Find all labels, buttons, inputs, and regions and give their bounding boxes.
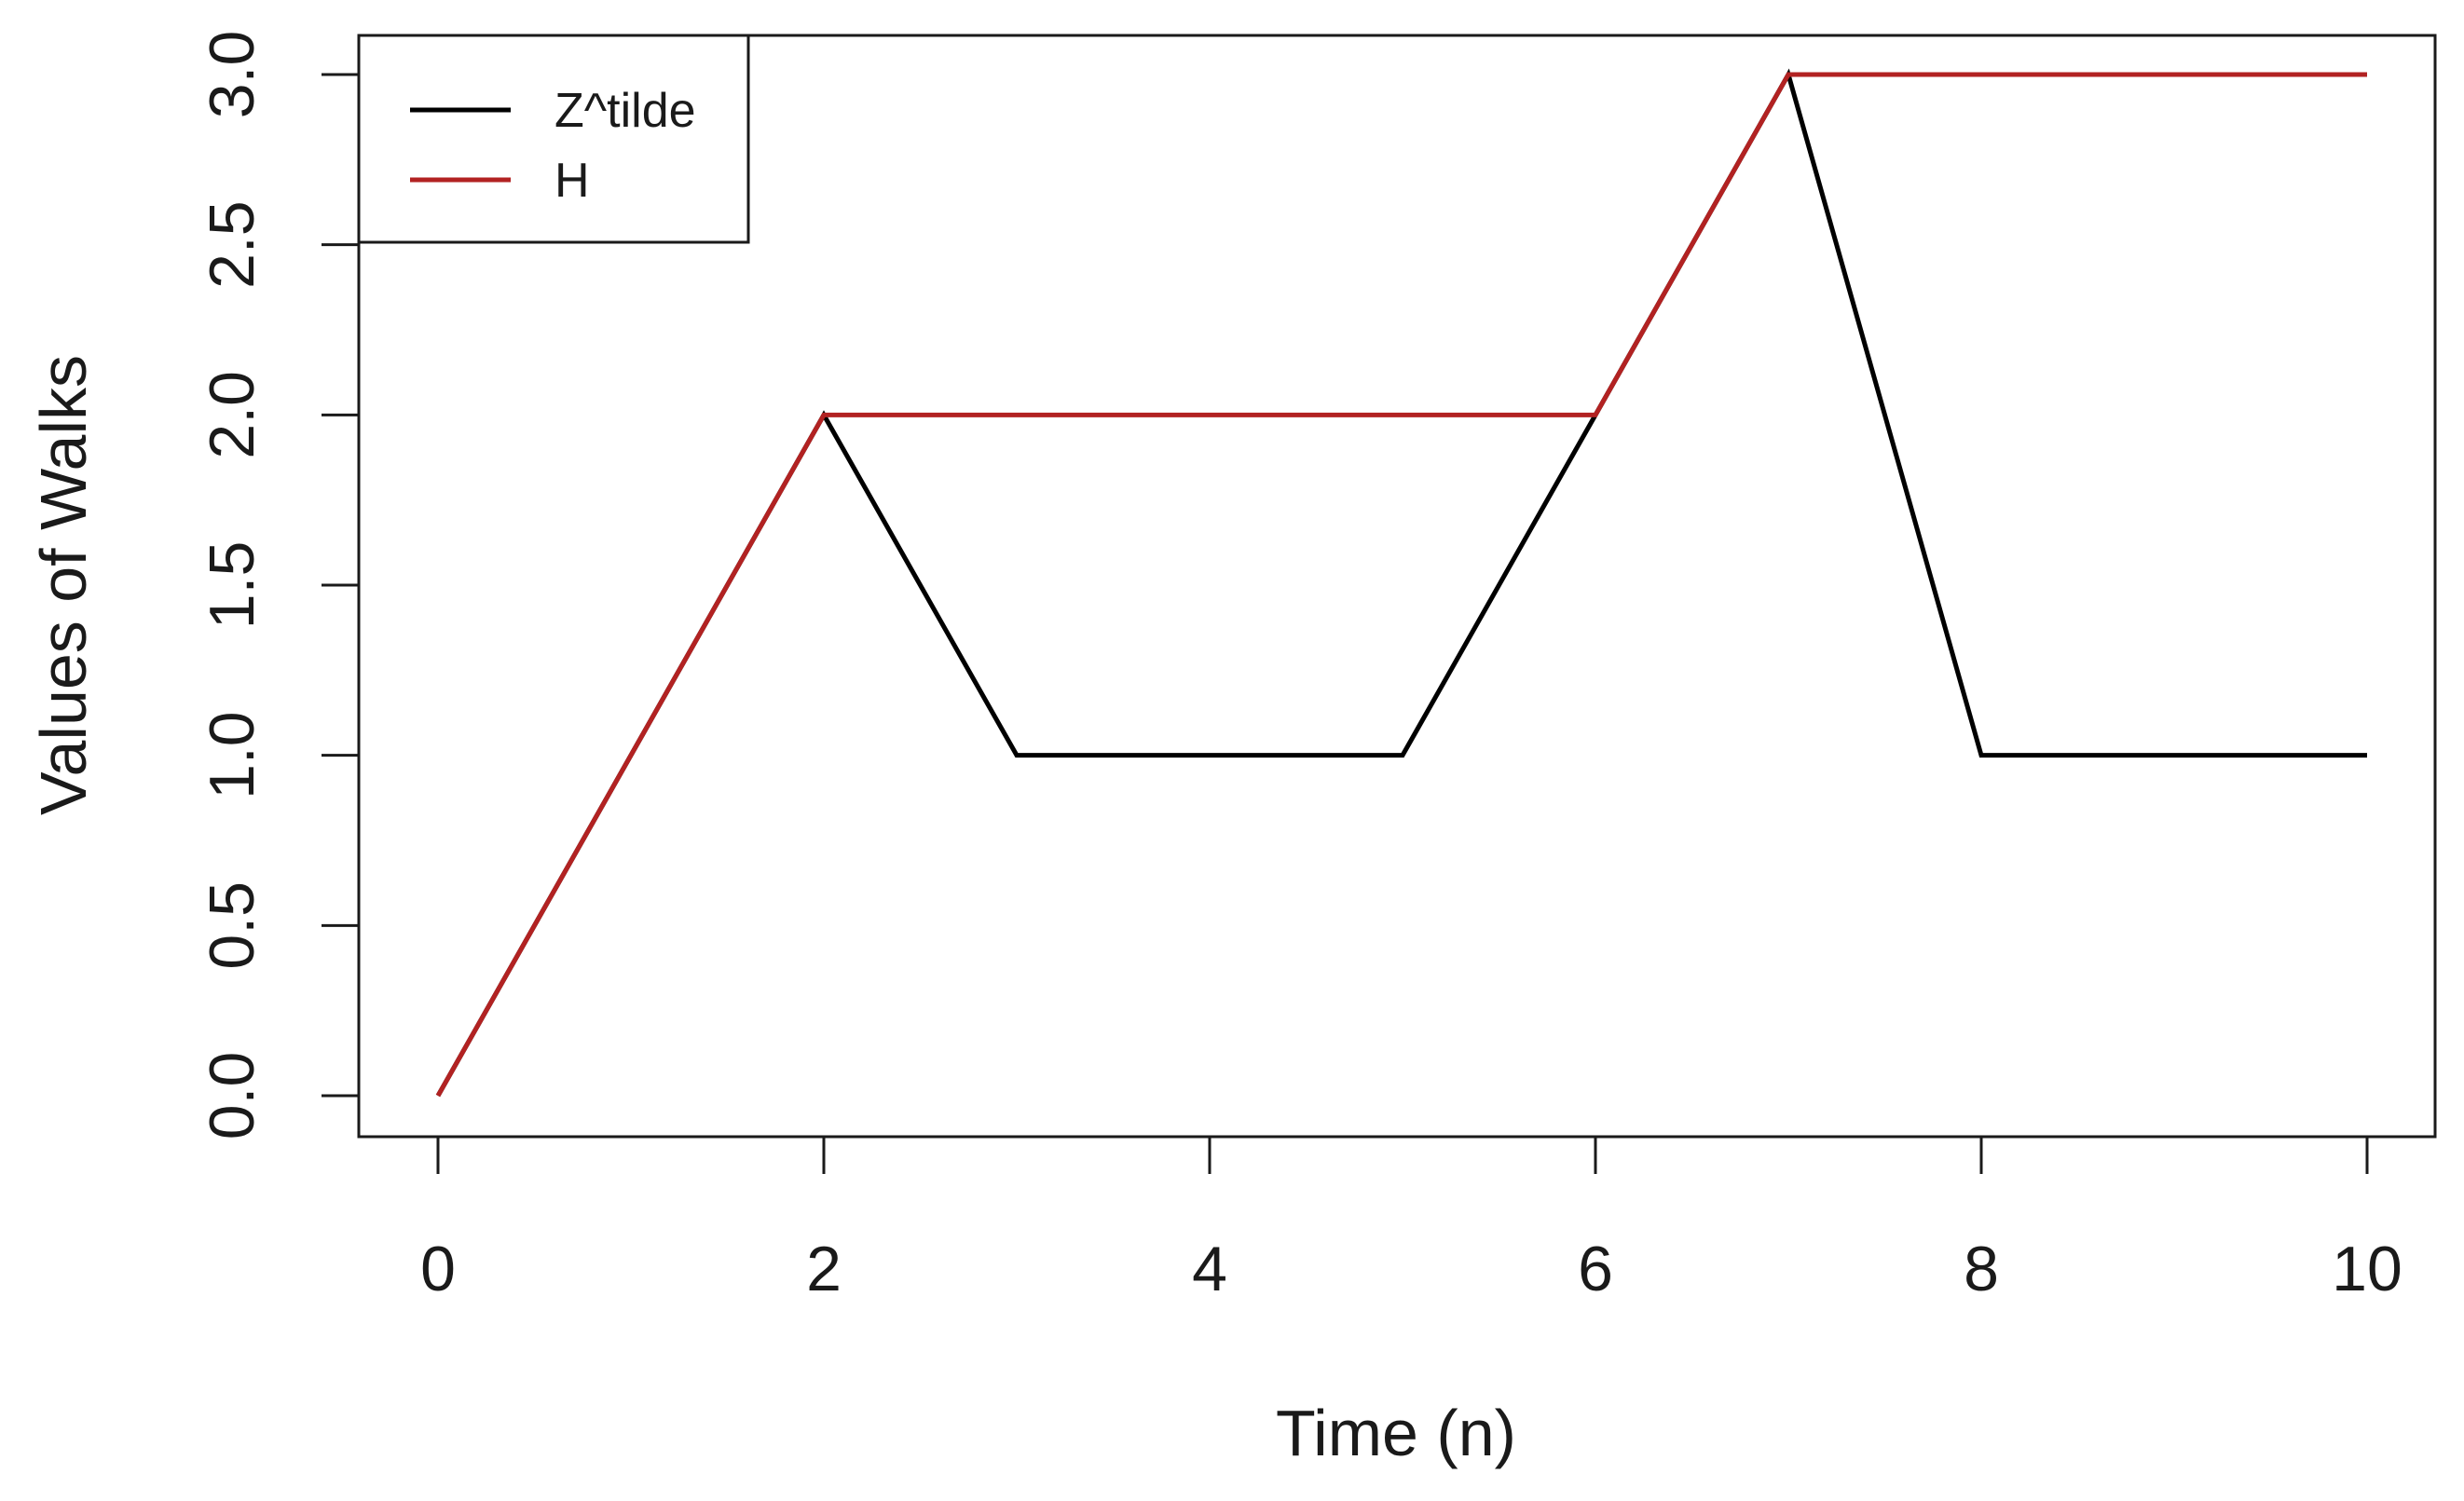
x-axis-title: Time (n) (1276, 1397, 1516, 1469)
x-tick-label: 4 (1192, 1234, 1227, 1304)
y-tick-label: 0.0 (197, 1052, 267, 1140)
x-tick-label: 6 (1578, 1234, 1613, 1304)
x-tick-label: 0 (420, 1234, 456, 1304)
y-tick-label: 3.0 (197, 31, 267, 119)
legend-box (357, 34, 750, 244)
y-axis-title: Values of Walks (27, 355, 100, 815)
y-tick-label: 0.5 (197, 881, 267, 970)
y-tick-label: 1.0 (197, 711, 267, 799)
y-tick-label: 2.5 (197, 200, 267, 289)
x-tick-label: 8 (1964, 1234, 1999, 1304)
legend: Z^tilde H (357, 34, 750, 244)
y-axis-ticks: 0.0 0.5 1.0 1.5 2.0 2.5 3.0 (197, 31, 359, 1140)
plot-frame (357, 34, 2437, 1139)
x-tick-label: 10 (2332, 1234, 2402, 1304)
y-tick-label: 1.5 (197, 541, 267, 630)
y-tick-label: 2.0 (197, 371, 267, 459)
legend-label: Z^tilde (554, 84, 696, 138)
legend-label: H (554, 154, 590, 208)
series-line-h (435, 72, 2367, 1098)
series-layer (435, 68, 2367, 1098)
x-axis-ticks: 0 2 4 6 8 10 (420, 1137, 2402, 1304)
x-tick-label: 2 (806, 1234, 842, 1304)
